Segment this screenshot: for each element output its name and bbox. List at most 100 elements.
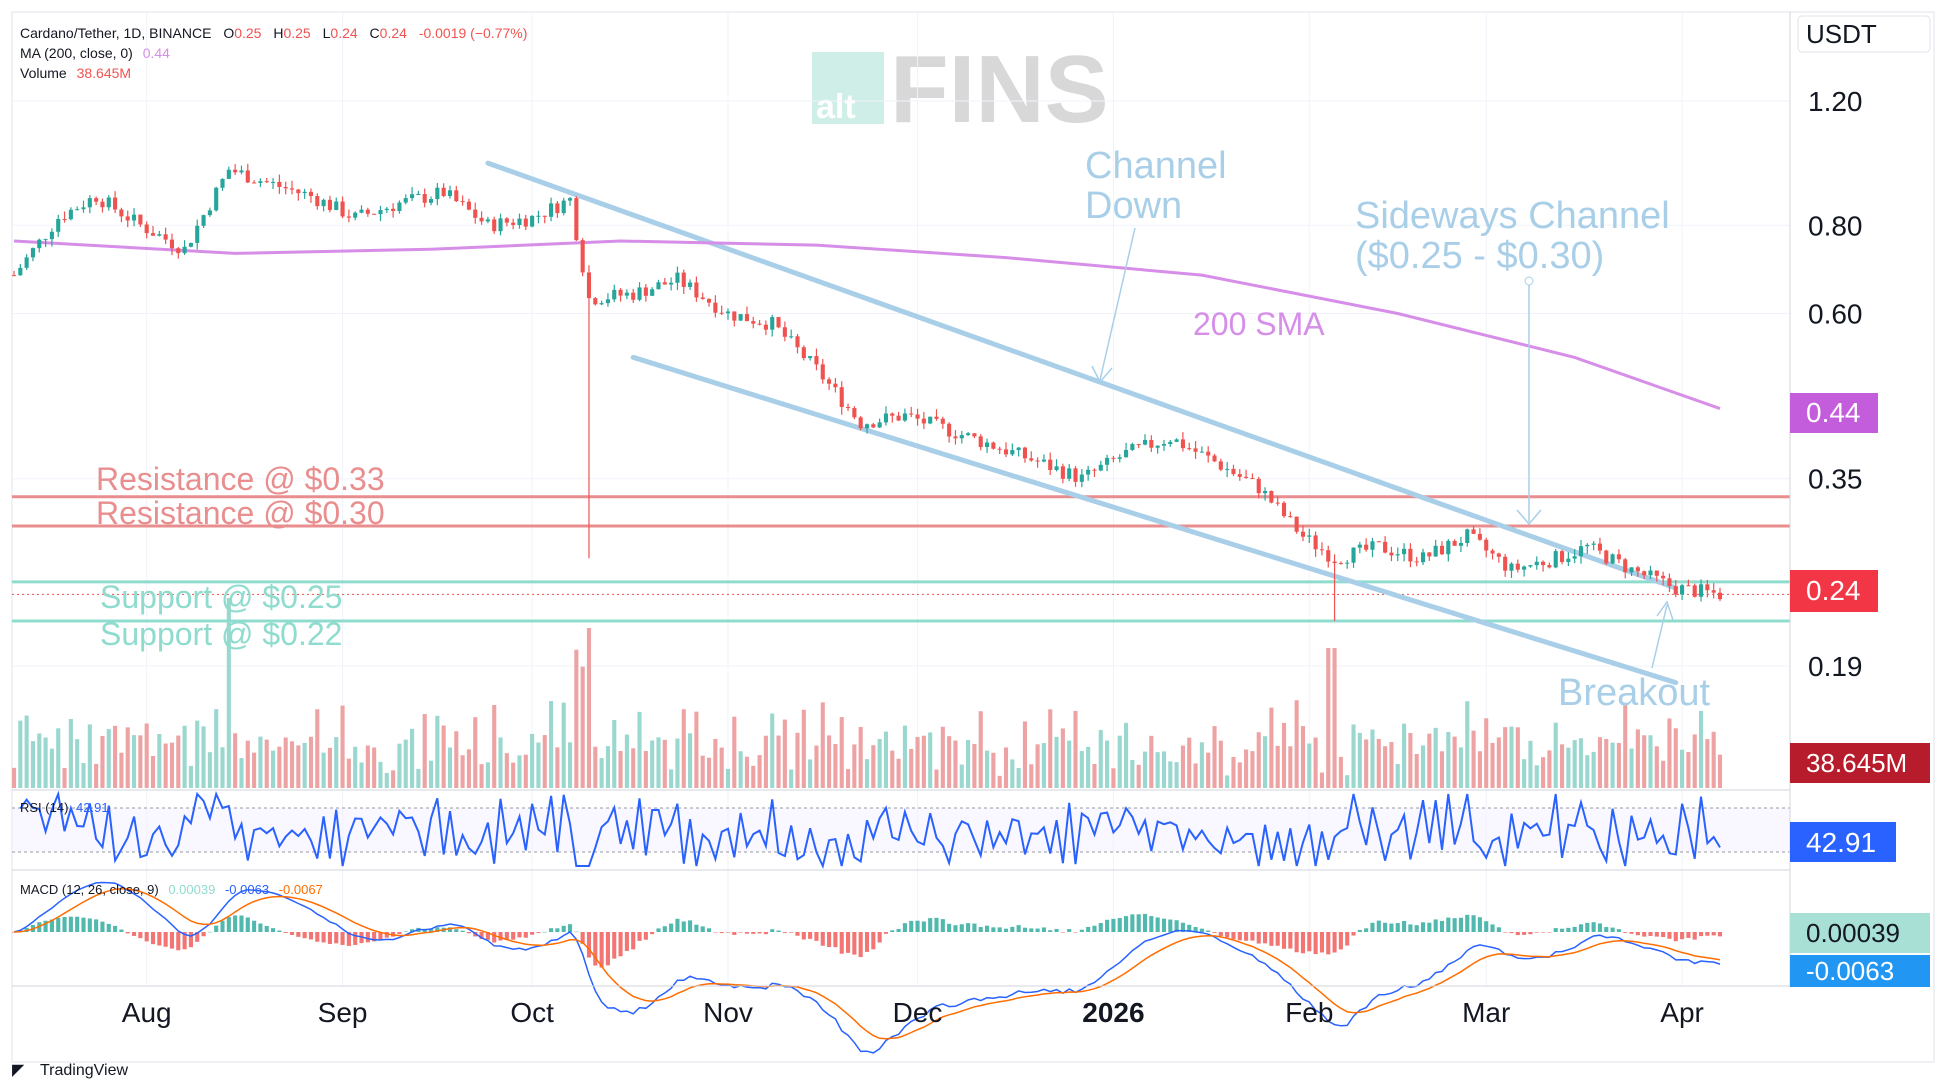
macd-histogram-bar — [1496, 927, 1501, 932]
candle-body — [1060, 466, 1065, 479]
macd-histogram-bar — [201, 932, 206, 937]
candle-body — [1610, 554, 1615, 564]
macd-histogram-bar — [1098, 923, 1103, 932]
macd-histogram-bar — [959, 924, 964, 932]
volume-bar — [346, 758, 351, 788]
macd-histogram-bar — [1010, 926, 1015, 932]
candle-body — [1465, 529, 1470, 543]
volume-bar — [631, 748, 636, 788]
macd-histogram-bar — [1338, 932, 1343, 950]
macd-histogram-bar — [1439, 920, 1445, 932]
candle-body — [1446, 540, 1451, 555]
volume-bar — [435, 715, 440, 788]
candle-body — [883, 413, 889, 423]
volume-bar — [1345, 775, 1350, 788]
macd-histogram-bar — [808, 932, 813, 939]
candle-body — [1054, 466, 1059, 471]
candle-body — [751, 321, 756, 324]
tradingview-brand[interactable]: ◤ TradingView — [12, 1062, 128, 1079]
candle-body — [580, 240, 585, 273]
macd-histogram-bar — [1067, 929, 1072, 932]
candle-body — [574, 198, 579, 241]
currency-selector[interactable]: USDT — [1797, 15, 1931, 53]
macd-histogram-bar — [688, 920, 693, 932]
volume-bar — [1294, 700, 1299, 788]
volume-bar — [1111, 768, 1116, 788]
candle-body — [694, 282, 699, 298]
rsi-pane — [12, 790, 1790, 870]
volume-bar — [1338, 756, 1343, 788]
ma-value: 0.44 — [143, 45, 170, 61]
candle-body — [624, 292, 629, 296]
volume-bar — [473, 717, 478, 788]
candle-body — [239, 170, 244, 173]
channel-lines — [485, 160, 1679, 686]
macd-histogram-bar — [1458, 917, 1463, 932]
macd-histogram-bar — [681, 921, 686, 932]
candle-body — [997, 448, 1002, 450]
macd-histogram-bar — [757, 932, 762, 934]
macd-histogram-bar — [365, 932, 370, 943]
channel-down-arrowhead — [1091, 365, 1113, 384]
candle-body — [1597, 543, 1603, 551]
macd-histogram-bar — [650, 932, 655, 935]
volume-bar — [612, 720, 617, 788]
macd-histogram-bar — [1117, 918, 1122, 932]
macd-histogram-bar — [782, 932, 787, 933]
volume-bar — [113, 725, 118, 788]
volume-bar — [81, 763, 86, 788]
macd-histogram-bar — [1541, 932, 1546, 933]
candle-body — [1484, 539, 1489, 551]
macd-histogram-bar — [315, 932, 320, 942]
macd-histogram-bar — [1307, 932, 1312, 952]
volume-bar — [201, 726, 206, 788]
candle-body — [454, 190, 459, 202]
candle-body — [1256, 478, 1261, 494]
candle-body — [845, 407, 851, 409]
candle-body — [1547, 565, 1552, 568]
macd-histogram-bar — [1326, 932, 1331, 955]
volume-bar — [675, 738, 680, 788]
volume-bar — [934, 769, 939, 788]
volume-bar — [43, 737, 48, 788]
macd-histogram-bar — [252, 920, 257, 932]
macd-histogram-bar — [1250, 932, 1255, 941]
candle-body — [776, 317, 781, 328]
volume-bar — [75, 739, 80, 788]
candle-body — [277, 181, 282, 187]
volume-bar — [1629, 748, 1634, 788]
volume-bar — [511, 762, 516, 788]
macd-histogram-bar — [403, 931, 408, 932]
macd-histogram-bar — [150, 932, 156, 945]
volume-bar — [1654, 746, 1659, 788]
candle-body — [176, 248, 181, 254]
candle-body — [68, 209, 73, 220]
volume-bar — [637, 711, 642, 788]
macd-histogram-bar — [1357, 929, 1362, 932]
volume-bar — [258, 736, 263, 788]
macd-histogram-bar — [460, 930, 465, 932]
macd-histogram-bar — [1673, 932, 1678, 942]
candle-body — [1212, 455, 1217, 462]
candle-body — [1591, 543, 1596, 545]
macd-histogram-bar — [1616, 929, 1621, 932]
macd-histogram-bar — [1661, 932, 1666, 938]
macd-histogram-bar — [1680, 932, 1685, 940]
volume-bar — [498, 737, 503, 788]
volume-bar — [808, 759, 813, 788]
volume-bar — [827, 735, 832, 788]
macd-histogram-bar — [1142, 913, 1148, 932]
candle-body — [1364, 544, 1369, 550]
candle-body — [732, 311, 737, 321]
volume-bar — [694, 711, 699, 788]
volume-bar — [1250, 751, 1255, 788]
volume-bar — [719, 747, 724, 788]
macd-histogram-bar — [410, 929, 415, 932]
macd-histogram-bar — [662, 926, 667, 932]
volume-bar — [530, 733, 535, 788]
candle-body — [1250, 478, 1255, 480]
candle-body — [289, 188, 295, 190]
candle-body — [1616, 554, 1621, 560]
tradingview-logo-icon: ◤ — [12, 1062, 25, 1079]
